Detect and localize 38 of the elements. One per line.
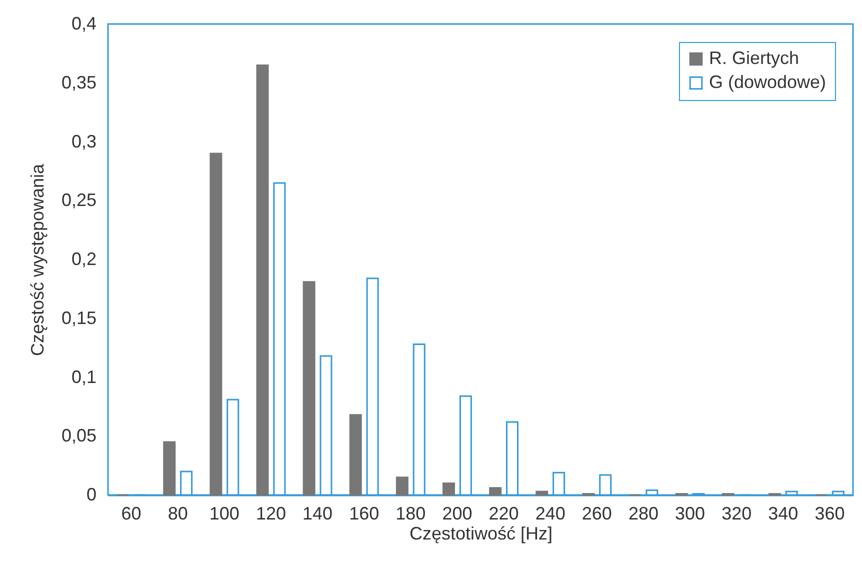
legend-label: G (dowodowe) (709, 72, 826, 92)
x-tick-label: 260 (582, 504, 612, 524)
x-tick-label: 100 (209, 504, 240, 524)
y-tick-label: 0,2 (71, 249, 96, 269)
x-tick-label: 200 (442, 504, 472, 524)
y-tick-label: 0,15 (61, 308, 96, 328)
x-tick-label: 140 (302, 504, 333, 524)
bar (256, 64, 269, 496)
x-tick-label: 340 (768, 504, 798, 524)
x-tick-label: 80 (168, 504, 188, 524)
y-axis-title: Częstość występowania (27, 162, 48, 356)
x-tick-label: 60 (121, 504, 142, 524)
x-tick-label: 280 (628, 504, 658, 524)
y-tick-label: 0,4 (71, 14, 96, 34)
x-tick-label: 220 (488, 504, 519, 524)
x-tick-label: 160 (349, 504, 380, 524)
bar (536, 490, 548, 496)
bar (302, 281, 316, 496)
x-tick-label: 300 (675, 504, 706, 524)
legend-label: R. Giertych (709, 48, 800, 68)
bar (489, 487, 502, 496)
bar (442, 482, 456, 496)
y-tick-label: 0,25 (61, 190, 96, 210)
bar (210, 152, 222, 496)
y-tick-label: 0,3 (71, 131, 96, 152)
y-tick-label: 0,1 (71, 366, 96, 387)
y-tick-label: 0,35 (61, 72, 96, 92)
x-axis-title: Częstotiwość [Hz] (409, 524, 553, 544)
y-tick-label: 0 (86, 484, 96, 504)
bar (396, 476, 408, 496)
bar (349, 414, 362, 496)
x-tick-label: 180 (396, 504, 426, 524)
x-tick-label: 320 (722, 504, 752, 524)
x-tick-label: 240 (535, 504, 566, 524)
x-tick-label: 120 (256, 504, 286, 524)
y-tick-label: 0,05 (61, 426, 96, 446)
bar (163, 441, 176, 496)
x-tick-label: 360 (814, 504, 845, 524)
